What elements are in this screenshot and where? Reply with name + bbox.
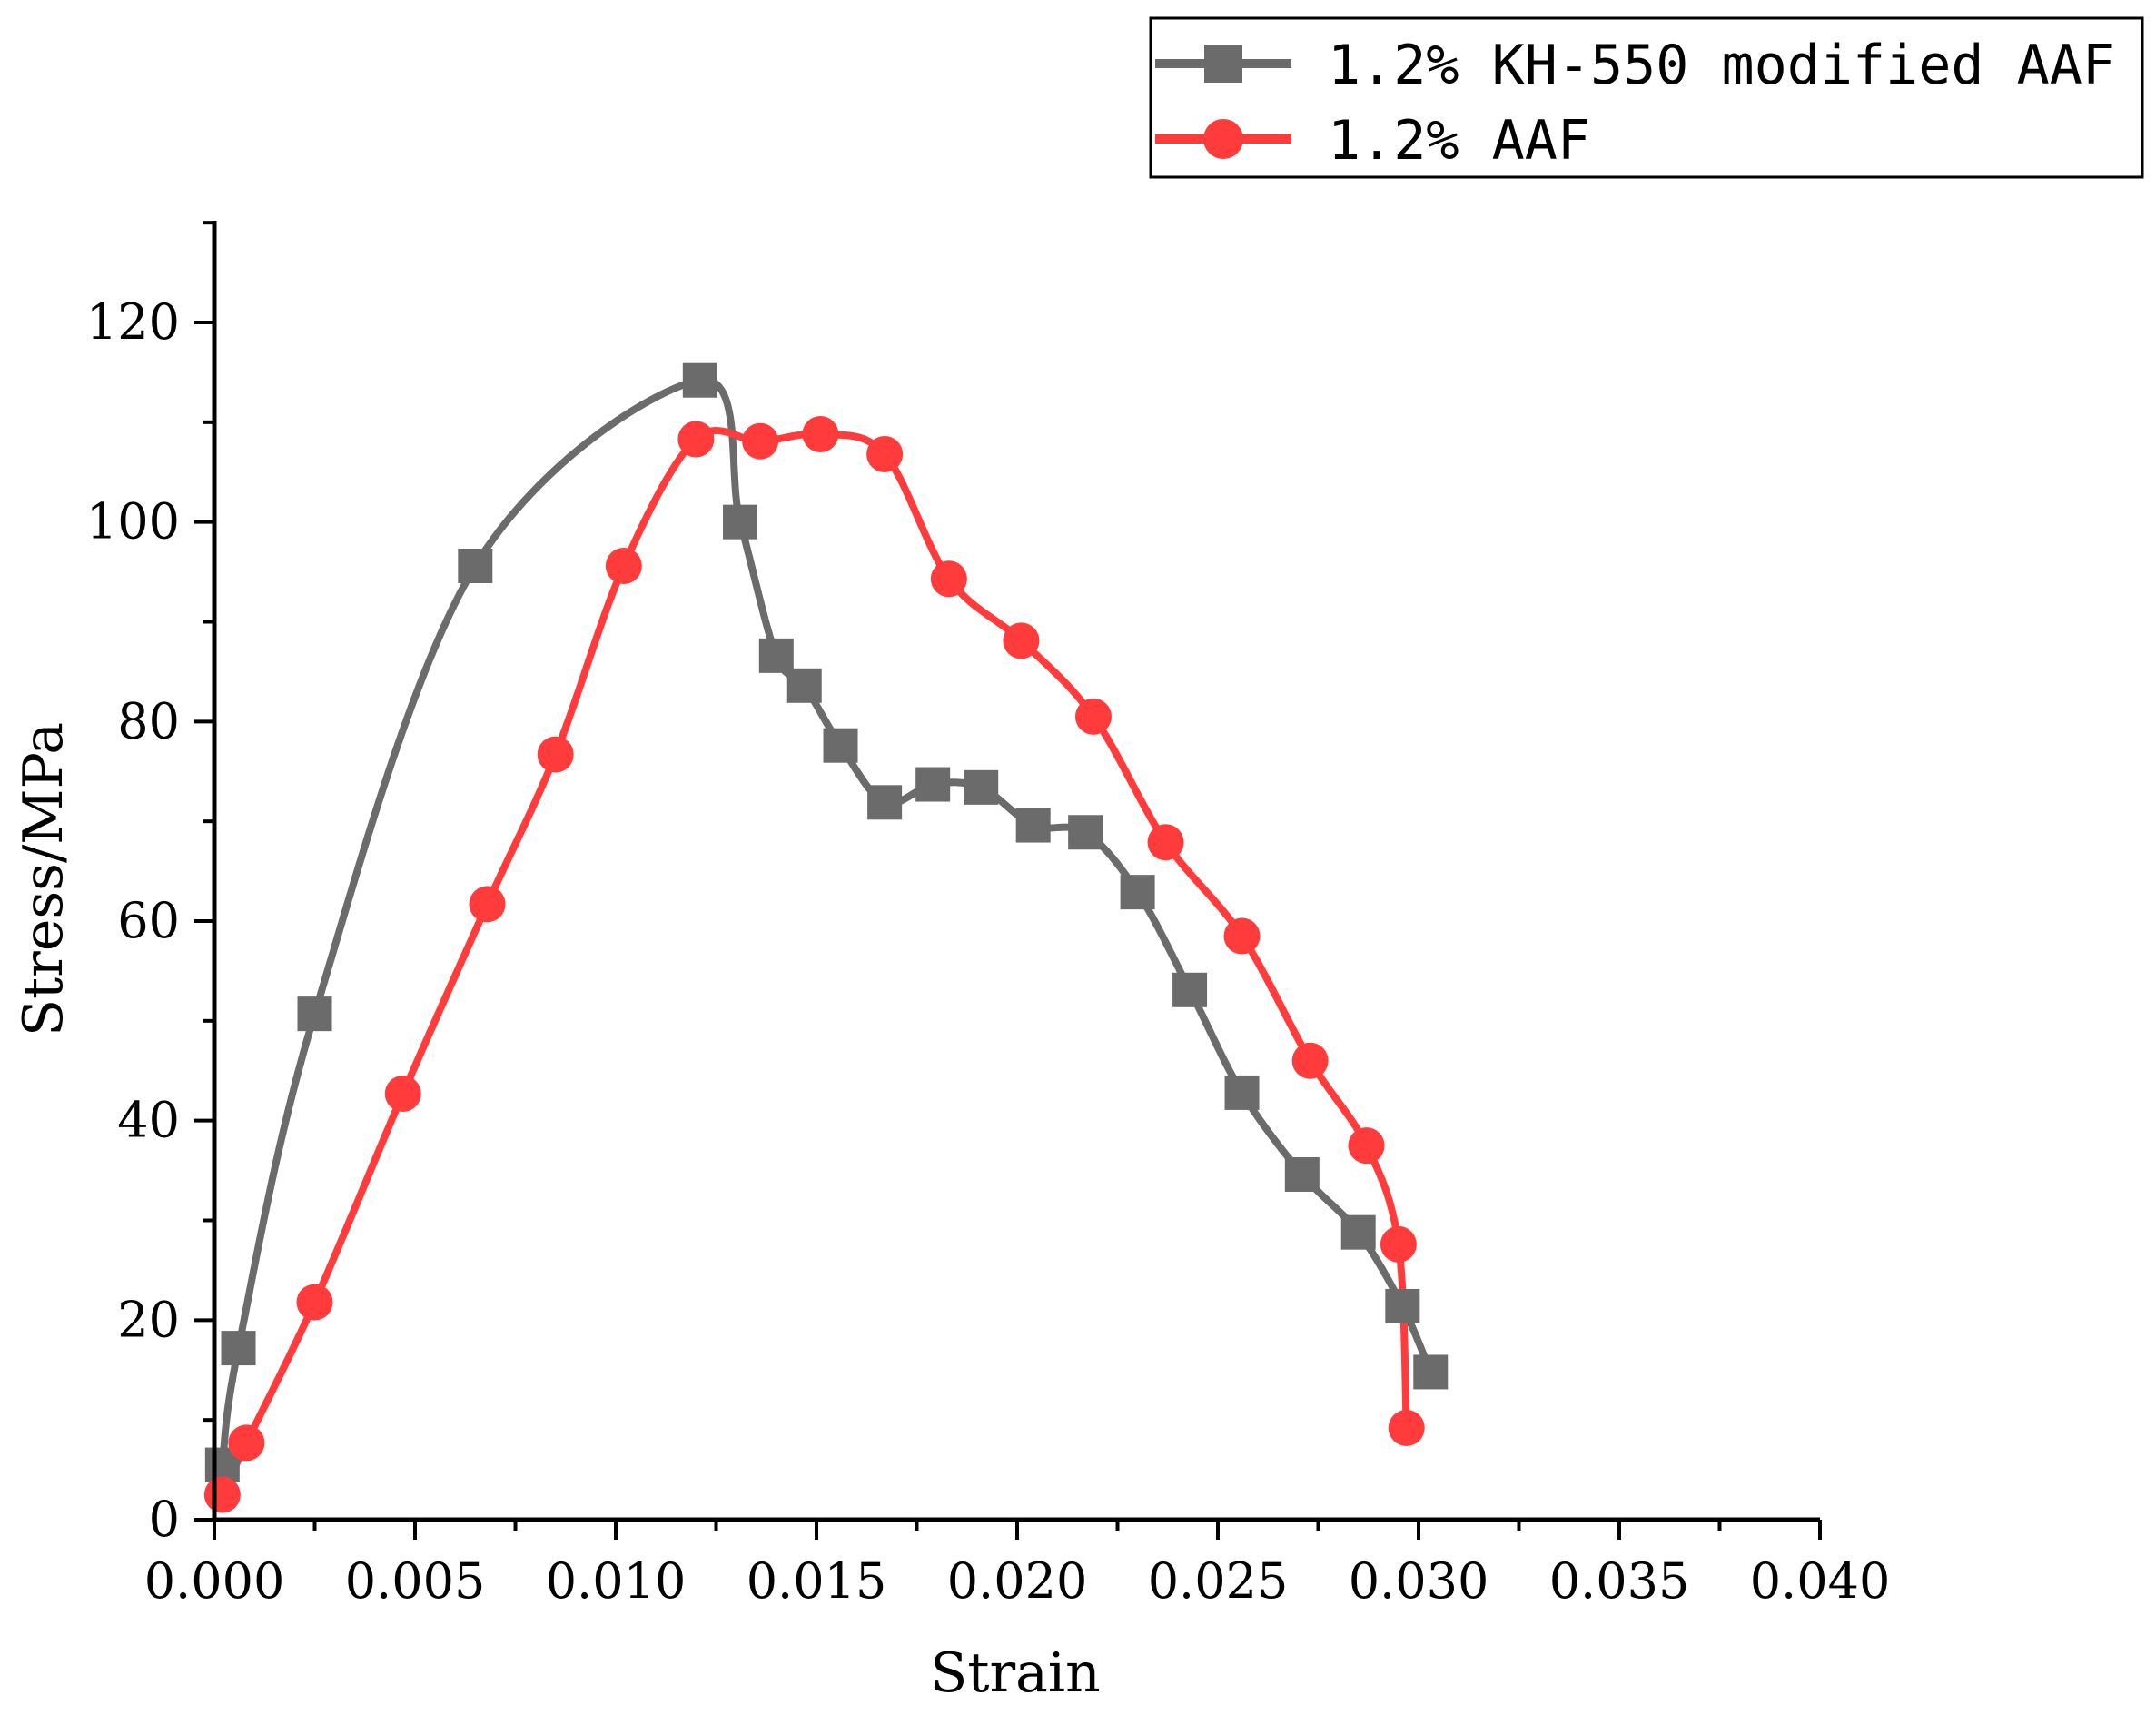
x-tick-label: 0.015 <box>747 1552 887 1610</box>
x-tick-label: 0.040 <box>1750 1552 1891 1610</box>
series-2-point <box>742 422 779 460</box>
legend-label-series-1: 1.2% KH-550 modified AAF <box>1328 34 2115 97</box>
series-1-point <box>1340 1214 1376 1250</box>
y-tick-label: 60 <box>117 892 180 949</box>
series-1-point <box>1284 1156 1320 1192</box>
series-2-point <box>605 547 642 584</box>
x-tick-label: 0.005 <box>345 1552 486 1610</box>
series-1-point <box>1172 972 1208 1007</box>
y-tick-label: 120 <box>86 293 180 351</box>
y-tick-label: 0 <box>149 1491 180 1548</box>
y-tick-label: 100 <box>86 493 180 550</box>
series-2-point <box>1223 917 1261 955</box>
series-1-point <box>682 362 717 398</box>
series-2-point <box>1388 1409 1425 1446</box>
y-tick-label: 40 <box>117 1092 180 1149</box>
series-2-point <box>866 435 904 472</box>
plot-markers <box>203 362 1449 1513</box>
series-2-point <box>802 416 839 453</box>
series-2-point <box>537 736 574 773</box>
series-2-point <box>1074 698 1112 735</box>
series-1-point <box>723 504 758 540</box>
series-1-point <box>786 668 822 703</box>
series-2-point <box>677 421 715 458</box>
series-1-point <box>867 785 903 820</box>
x-tick-label: 0.010 <box>546 1552 687 1610</box>
series-1-point <box>823 728 858 763</box>
series-1-point <box>1385 1288 1420 1323</box>
legend-marker-series-2 <box>1203 119 1243 159</box>
series-2-point <box>384 1076 421 1113</box>
series-2-point <box>1291 1042 1329 1079</box>
series-line-2 <box>218 427 1410 1499</box>
series-2-point <box>469 886 506 923</box>
series-1-point <box>458 548 493 583</box>
series-1-point <box>964 769 999 805</box>
legend-box <box>1149 16 2144 179</box>
x-tick-label: 0.030 <box>1349 1552 1489 1610</box>
x-tick-label: 0.025 <box>1148 1552 1289 1610</box>
legend: 1.2% KH-550 modified AAF 1.2% AAF <box>1149 16 2144 179</box>
series-1-point <box>1413 1354 1449 1390</box>
series-2-point <box>228 1424 265 1462</box>
legend-label-series-2: 1.2% AAF <box>1328 109 1590 173</box>
ticks: 0.000 0.005 0.010 0.015 0.020 0.025 0.030 0.035… <box>86 221 1891 1610</box>
series-1-point <box>221 1331 256 1366</box>
series-1-point <box>1120 875 1155 910</box>
x-tick-label: 0.035 <box>1549 1552 1690 1610</box>
y-tick-label: 80 <box>117 692 180 749</box>
legend-marker-series-1 <box>1204 45 1242 83</box>
series-2-point <box>1380 1225 1417 1263</box>
series-1-point <box>297 996 332 1032</box>
y-tick-label: 20 <box>117 1291 180 1348</box>
series-2-point <box>1147 824 1184 861</box>
x-tick-label: 0.020 <box>947 1552 1088 1610</box>
series-1-point <box>758 638 794 673</box>
series-1-point <box>1068 815 1103 850</box>
y-axis-title: Stress/MPa <box>12 722 75 1036</box>
series-2-point <box>203 1476 241 1513</box>
series-2-point <box>1003 622 1040 659</box>
series-2-point <box>1348 1127 1385 1165</box>
series-2-point <box>296 1284 333 1321</box>
axes <box>212 221 1820 1522</box>
series-1-point <box>915 767 951 802</box>
x-axis-title: Strain <box>930 1641 1101 1705</box>
series-1-point <box>1224 1075 1260 1110</box>
x-tick-label: 0.000 <box>144 1552 285 1610</box>
series-2-point <box>930 560 967 598</box>
series-1-point <box>1015 808 1051 843</box>
